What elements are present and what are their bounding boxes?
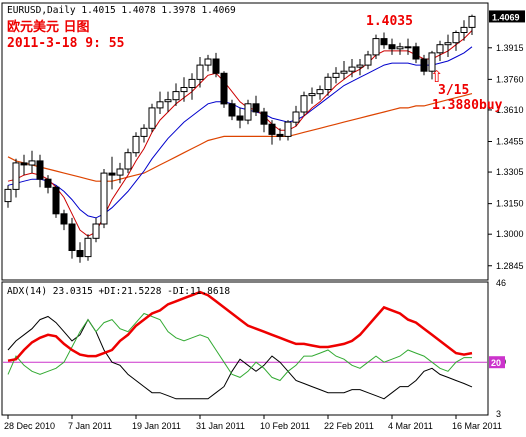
bull-candle — [356, 64, 364, 68]
bull-candle — [316, 89, 324, 95]
bull-candle — [188, 78, 196, 89]
bull-candle — [92, 223, 100, 239]
bear-candle — [220, 72, 228, 105]
bear-candle — [268, 123, 276, 135]
bull-candle — [156, 101, 164, 109]
bull-candle — [28, 160, 36, 166]
symbol-info-line: EURUSD,Daily 1.4015 1.4078 1.3978 1.4069 — [7, 5, 236, 16]
time-axis-label: 4 Mar 2011 — [388, 421, 433, 431]
time-axis-label: 16 Mar 2011 — [452, 421, 502, 431]
bull-candle — [164, 99, 172, 103]
adx-indicator-label: ADX(14) 23.0315 +DI:21.5228 -DI:11.8618 — [7, 286, 230, 297]
bull-candle — [172, 91, 180, 101]
bull-candle — [196, 64, 204, 80]
bull-candle — [284, 121, 292, 137]
bull-candle — [300, 95, 308, 113]
time-axis-label: 28 Dec 2010 — [4, 421, 55, 431]
chart-datetime: 2011-3-18 9: 55 — [7, 36, 124, 51]
bull-candle — [364, 54, 372, 66]
adx-level-label: 20 — [491, 358, 501, 368]
adx-pane-frame — [1, 281, 489, 416]
bull-candle — [340, 70, 348, 74]
bear-candle — [252, 103, 260, 113]
buy-arrow-icon: ⇧ — [430, 69, 443, 86]
adx-line — [7, 290, 473, 362]
ma-fast-line — [7, 30, 473, 237]
bear-candle — [44, 178, 52, 188]
bull-candle — [468, 15, 476, 28]
bull-candle — [140, 127, 148, 137]
time-axis-label: 7 Jan 2011 — [68, 421, 112, 431]
price-tick-label: 1.3760 — [496, 74, 524, 84]
bear-candle — [68, 223, 76, 251]
bull-candle — [84, 237, 92, 258]
adx-level-badge — [489, 356, 505, 369]
bull-candle — [12, 162, 20, 190]
bull-candle — [396, 46, 404, 50]
bull-candle — [116, 168, 124, 176]
bear-candle — [52, 186, 60, 215]
bull-candle — [332, 72, 340, 78]
bull-candle — [404, 46, 412, 49]
minus-di-line — [7, 315, 473, 400]
bull-candle — [452, 32, 460, 44]
price-tick-label: 1.2845 — [496, 261, 524, 271]
chart-title-cn: 欧元美元 日图 — [7, 19, 90, 35]
bear-candle — [76, 250, 84, 258]
plus-di-line — [7, 312, 472, 382]
ma-slow-line — [7, 93, 473, 182]
bear-candle — [380, 38, 388, 46]
bull-candle — [348, 66, 356, 72]
bear-candle — [228, 103, 236, 117]
current-price-badge — [489, 10, 525, 23]
bull-candle — [244, 103, 252, 121]
bear-candle — [412, 46, 420, 60]
price-pane-frame — [1, 2, 489, 281]
time-axis-label: 19 Jan 2011 — [132, 421, 181, 431]
bull-candle — [204, 58, 212, 66]
price-tick-label: 1.3915 — [496, 43, 524, 53]
bull-candle — [292, 111, 300, 123]
bull-candle — [436, 44, 444, 54]
bear-candle — [20, 162, 28, 166]
adx-tick-label: 46 — [496, 278, 506, 288]
bear-candle — [388, 44, 396, 50]
adx-tick-label: 3 — [496, 409, 501, 419]
bull-candle — [124, 152, 132, 170]
bull-candle — [372, 38, 380, 56]
bull-candle — [444, 42, 452, 46]
bull-candle — [460, 26, 468, 33]
bull-candle — [180, 87, 188, 93]
buy-date-annotation: 3/15 — [438, 83, 469, 98]
buy-price-annotation: 1.3880buy — [432, 98, 503, 113]
bear-candle — [212, 58, 220, 74]
bear-candle — [36, 160, 44, 180]
price-tick-label: 1.3150 — [496, 199, 524, 209]
bull-candle — [428, 52, 436, 72]
price-tick-label: 1.3305 — [496, 167, 524, 177]
bear-candle — [260, 111, 268, 125]
bear-candle — [276, 133, 284, 137]
bear-candle — [108, 172, 116, 176]
bull-candle — [308, 93, 316, 97]
bear-candle — [420, 58, 428, 72]
bull-candle — [324, 76, 332, 91]
price-tick-label: 1.3610 — [496, 105, 524, 115]
current-price-label: 1.4069 — [492, 12, 520, 22]
time-axis-label: 22 Feb 2011 — [324, 421, 374, 431]
bull-candle — [4, 188, 12, 203]
time-axis-label: 10 Feb 2011 — [260, 421, 310, 431]
bull-candle — [100, 172, 108, 225]
price-tick-label: 1.3000 — [496, 229, 524, 239]
bull-candle — [148, 107, 156, 129]
bear-candle — [236, 115, 244, 121]
bull-candle — [132, 135, 140, 154]
time-axis-label: 31 Jan 2011 — [196, 421, 245, 431]
bear-candle — [60, 213, 68, 225]
price-tick-label: 1.3455 — [496, 137, 524, 147]
high-price-annotation: 1.4035 — [366, 14, 413, 29]
